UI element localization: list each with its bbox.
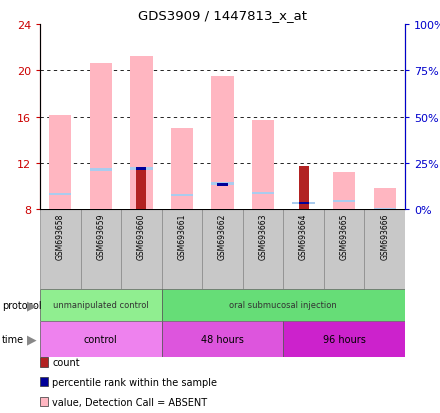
Text: GSM693660: GSM693660 xyxy=(137,214,146,260)
Bar xyxy=(217,184,227,187)
Bar xyxy=(252,121,274,209)
Bar xyxy=(161,209,202,289)
Text: oral submucosal injection: oral submucosal injection xyxy=(229,301,337,310)
Bar xyxy=(283,209,324,289)
Bar xyxy=(252,192,274,195)
Bar xyxy=(136,168,147,171)
Bar xyxy=(130,57,153,209)
Bar xyxy=(49,116,71,209)
Bar xyxy=(202,209,243,289)
Text: 48 hours: 48 hours xyxy=(201,334,244,344)
Bar xyxy=(283,321,405,357)
Bar xyxy=(49,193,71,196)
Bar xyxy=(299,167,309,209)
Bar xyxy=(171,129,193,209)
Text: time: time xyxy=(2,334,24,344)
Bar xyxy=(40,289,161,321)
Bar xyxy=(364,209,405,289)
Bar xyxy=(90,64,112,209)
Bar xyxy=(324,209,364,289)
Bar xyxy=(90,169,112,171)
Text: protocol: protocol xyxy=(2,300,42,310)
Text: count: count xyxy=(52,357,80,367)
Text: ▶: ▶ xyxy=(27,299,37,312)
Text: control: control xyxy=(84,334,118,344)
Bar xyxy=(136,169,147,209)
Text: value, Detection Call = ABSENT: value, Detection Call = ABSENT xyxy=(52,397,207,407)
Bar xyxy=(211,183,234,185)
Bar xyxy=(243,209,283,289)
Text: GSM693663: GSM693663 xyxy=(259,214,268,260)
Bar xyxy=(121,209,161,289)
Text: 96 hours: 96 hours xyxy=(323,334,366,344)
Title: GDS3909 / 1447813_x_at: GDS3909 / 1447813_x_at xyxy=(138,9,307,22)
Text: unmanipulated control: unmanipulated control xyxy=(53,301,149,310)
Bar xyxy=(81,209,121,289)
Bar xyxy=(171,195,193,197)
Bar xyxy=(161,289,405,321)
Bar xyxy=(161,321,283,357)
Bar xyxy=(299,202,309,205)
Bar xyxy=(211,77,234,209)
Text: GSM693662: GSM693662 xyxy=(218,214,227,260)
Text: GSM693658: GSM693658 xyxy=(56,214,65,260)
Bar xyxy=(40,209,81,289)
Text: GSM693661: GSM693661 xyxy=(177,214,187,260)
Bar xyxy=(333,200,356,203)
Bar xyxy=(293,202,315,205)
Bar xyxy=(333,173,356,209)
Text: GSM693665: GSM693665 xyxy=(340,214,348,260)
Text: GSM693666: GSM693666 xyxy=(380,214,389,260)
Text: GSM693664: GSM693664 xyxy=(299,214,308,260)
Bar xyxy=(130,168,153,171)
Text: ▶: ▶ xyxy=(27,333,37,346)
Bar xyxy=(40,321,161,357)
Bar xyxy=(374,208,396,211)
Text: GSM693659: GSM693659 xyxy=(96,214,105,260)
Text: percentile rank within the sample: percentile rank within the sample xyxy=(52,377,217,387)
Bar xyxy=(374,189,396,209)
